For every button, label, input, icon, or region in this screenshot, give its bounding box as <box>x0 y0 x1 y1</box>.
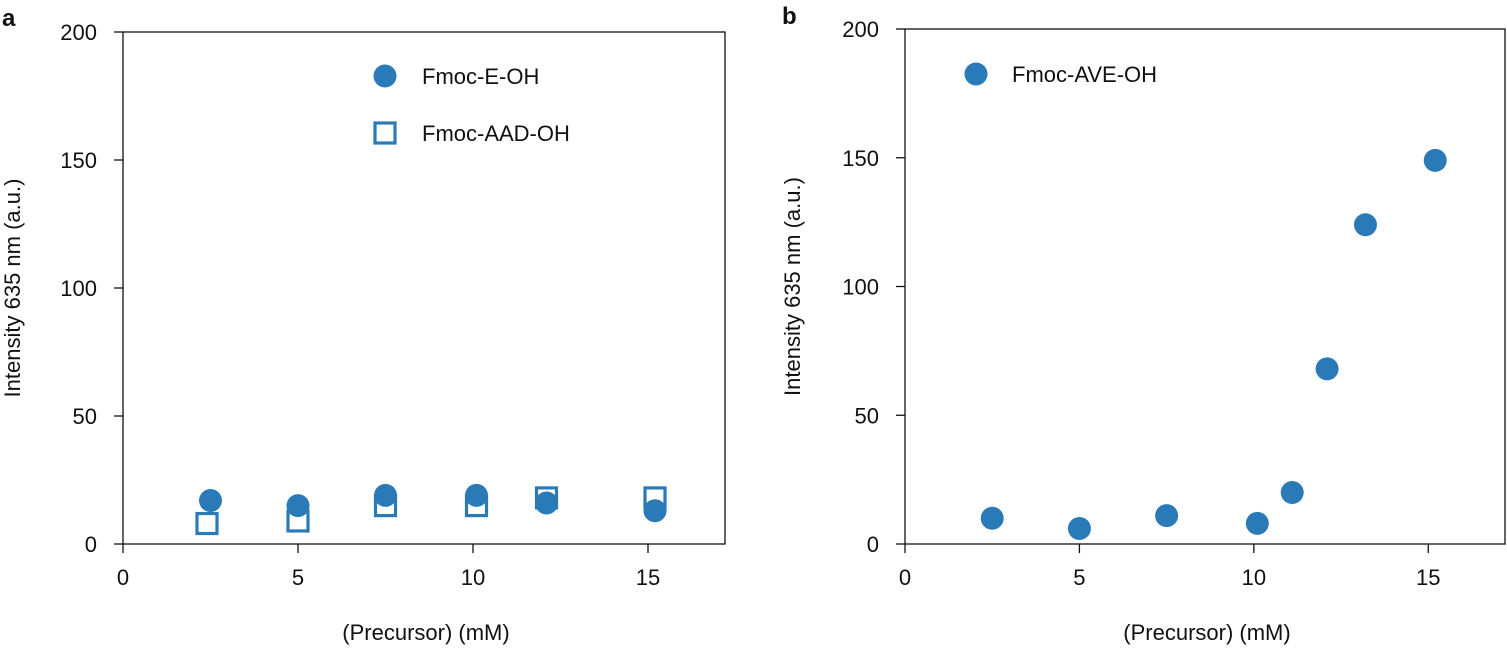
data-point <box>1245 511 1269 535</box>
x-tick-label: 10 <box>461 565 485 590</box>
data-point <box>465 483 488 507</box>
data-point <box>199 488 222 512</box>
plot-frame <box>122 31 726 545</box>
y-tick-label: 150 <box>60 148 97 173</box>
legend-label: Fmoc-AVE-OH <box>1012 62 1157 87</box>
legend-marker <box>373 64 397 88</box>
data-point <box>1423 148 1447 172</box>
y-tick-label: 100 <box>842 275 879 300</box>
panel-label: a <box>2 5 16 32</box>
data-point <box>1280 481 1304 504</box>
y-tick-label: 0 <box>85 532 97 557</box>
y-tick-label: 200 <box>60 20 97 45</box>
legend-label: Fmoc-AAD-OH <box>422 121 570 146</box>
x-axis-label: (Precursor) (mM) <box>1123 620 1290 645</box>
panel-label: b <box>782 3 797 30</box>
data-point <box>643 499 667 523</box>
x-tick-label: 5 <box>292 565 304 590</box>
y-axis-label: Intensity 635 nm (a.u.) <box>0 179 25 398</box>
x-tick-label: 0 <box>117 565 129 590</box>
x-axis-label: (Precursor) (mM) <box>342 620 509 645</box>
y-tick-label: 150 <box>842 146 879 171</box>
y-axis-label: Intensity 635 nm (a.u.) <box>780 177 805 396</box>
data-point <box>1353 213 1377 237</box>
data-point <box>195 511 219 536</box>
data-point <box>1155 504 1179 528</box>
data-point <box>374 483 397 507</box>
y-tick-label: 200 <box>842 17 879 42</box>
x-tick-label: 0 <box>899 565 911 590</box>
x-tick-label: 10 <box>1242 565 1266 590</box>
data-point <box>1315 357 1339 381</box>
x-tick-label: 15 <box>1416 565 1440 590</box>
plot-frame <box>904 28 1506 545</box>
y-tick-label: 100 <box>60 276 97 301</box>
data-point <box>286 494 310 518</box>
legend-marker <box>964 62 988 86</box>
data-point <box>980 506 1004 530</box>
y-tick-label: 50 <box>855 403 879 428</box>
x-tick-label: 15 <box>636 565 660 590</box>
x-tick-label: 5 <box>1073 565 1085 590</box>
y-tick-label: 0 <box>867 532 879 557</box>
legend-marker <box>373 121 397 145</box>
legend-label: Fmoc-E-OH <box>422 64 539 89</box>
data-point <box>535 491 558 515</box>
y-tick-label: 50 <box>73 404 97 429</box>
data-point <box>1067 517 1091 541</box>
